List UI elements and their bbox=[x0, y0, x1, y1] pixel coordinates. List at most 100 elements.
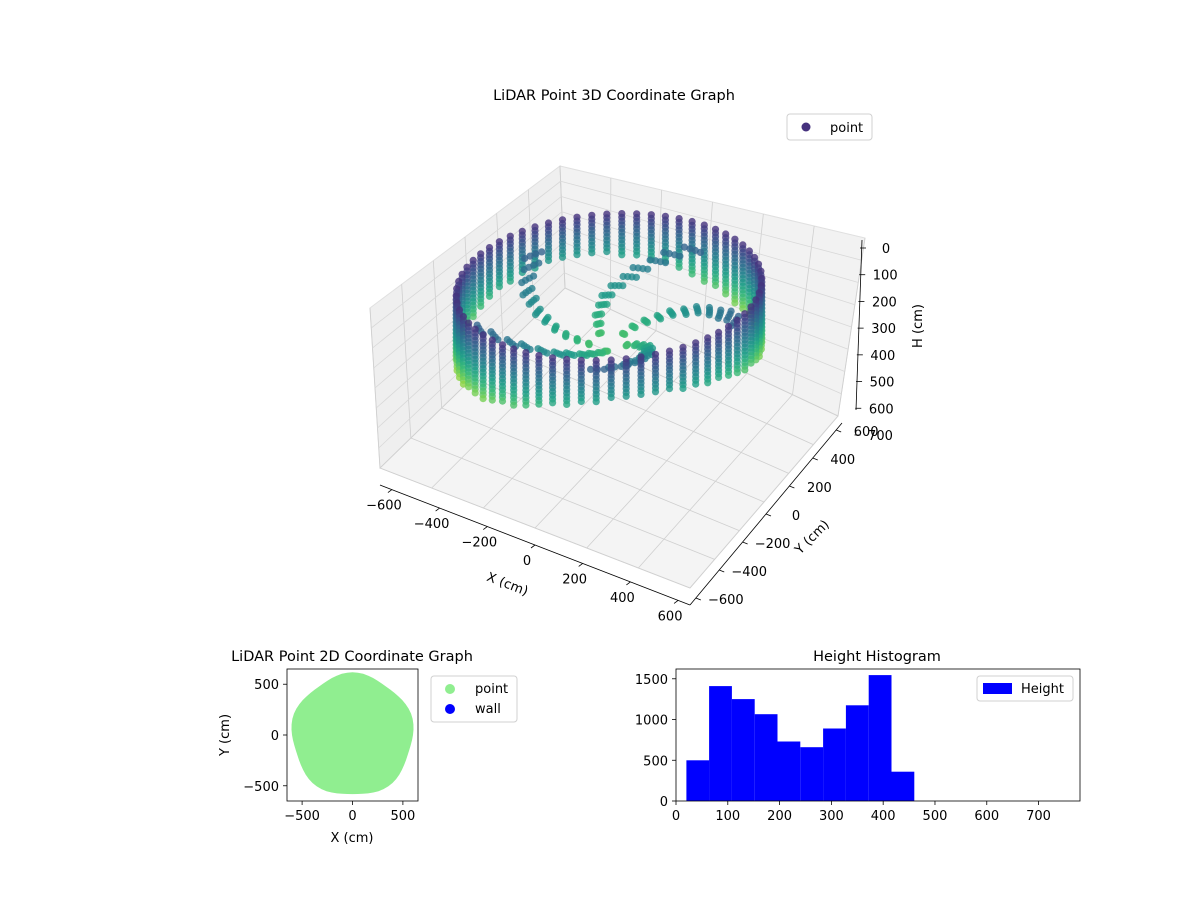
y-tick-3d bbox=[742, 541, 748, 545]
point-3d bbox=[608, 291, 616, 299]
point-3d bbox=[643, 319, 652, 327]
point-3d bbox=[676, 252, 684, 260]
histogram-bar bbox=[754, 714, 778, 801]
y-tick-label-3d: −200 bbox=[755, 537, 791, 552]
legend-3d-frame bbox=[786, 113, 873, 141]
point-3d bbox=[488, 396, 496, 404]
z-tick-label-3d: 700 bbox=[868, 429, 893, 444]
y-tick-label-3d: −400 bbox=[731, 565, 767, 580]
point-3d bbox=[495, 283, 503, 291]
point-3d bbox=[518, 279, 526, 287]
point-3d bbox=[711, 281, 720, 290]
point-3d bbox=[587, 365, 595, 373]
point-3d bbox=[498, 397, 507, 405]
point-3d bbox=[471, 389, 479, 397]
point-3d bbox=[680, 243, 689, 251]
y-tick-label-hist: 0 bbox=[660, 795, 668, 810]
legend-3d-label: point bbox=[830, 121, 863, 136]
point-3d bbox=[479, 395, 487, 403]
point-3d bbox=[526, 252, 534, 260]
point-3d bbox=[657, 315, 665, 323]
point-3d bbox=[682, 310, 690, 318]
point-3d bbox=[592, 398, 600, 406]
point-3d bbox=[669, 311, 677, 319]
point-3d bbox=[485, 292, 494, 300]
y-tick-label-3d: 400 bbox=[830, 453, 855, 468]
histogram-bar bbox=[731, 699, 755, 801]
point-3d bbox=[747, 359, 755, 367]
grid-line bbox=[689, 415, 839, 589]
point-3d bbox=[679, 384, 687, 393]
point-3d bbox=[705, 311, 713, 319]
plot-3d-title: LiDAR Point 3D Coordinate Graph bbox=[493, 88, 735, 104]
point-3d bbox=[646, 256, 654, 264]
point-3d bbox=[694, 309, 702, 317]
point-3d bbox=[618, 251, 626, 259]
point-3d bbox=[715, 373, 723, 381]
plot-2d-title: LiDAR Point 2D Coordinate Graph bbox=[231, 649, 473, 665]
histogram-legend-label: Height bbox=[1021, 682, 1064, 697]
histogram-legend-swatch bbox=[983, 683, 1012, 694]
point-3d bbox=[696, 248, 705, 256]
point-3d bbox=[621, 330, 629, 338]
point-3d bbox=[538, 248, 546, 256]
point-3d bbox=[632, 273, 641, 281]
x-axis-label-2d: X (cm) bbox=[331, 831, 374, 846]
x-tick-label-hist: 600 bbox=[974, 809, 999, 824]
x-tick-label-2d: −500 bbox=[284, 809, 320, 824]
y-tick-3d bbox=[719, 569, 725, 573]
plot-3d: LiDAR Point 3D Coordinate Graph −600 −400… bbox=[366, 88, 926, 624]
legend-2d-wall-label: wall bbox=[475, 702, 501, 717]
y-axis-label-2d: Y (cm) bbox=[218, 714, 233, 757]
point-3d bbox=[594, 330, 603, 338]
x-tick-label-hist: 500 bbox=[923, 809, 948, 824]
y-tick-label-2d: 500 bbox=[254, 678, 279, 693]
point-3d bbox=[631, 324, 639, 332]
histogram-title: Height Histogram bbox=[813, 649, 941, 665]
point-3d bbox=[733, 369, 741, 377]
x-tick-3d bbox=[530, 544, 536, 549]
legend-2d-wall-marker bbox=[445, 704, 455, 714]
histogram-bar bbox=[777, 741, 801, 801]
x-tick-3d bbox=[387, 489, 393, 493]
point-3d bbox=[714, 314, 722, 322]
point-3d bbox=[469, 313, 477, 321]
grid-line bbox=[564, 287, 839, 417]
y-tick-label-hist: 1000 bbox=[635, 714, 668, 729]
x-tick-label-hist: 700 bbox=[1026, 809, 1051, 824]
histogram-legend-frame bbox=[976, 675, 1074, 702]
grid-line bbox=[371, 180, 561, 329]
point-3d bbox=[724, 371, 733, 379]
point-3d bbox=[465, 383, 473, 391]
point-3d bbox=[644, 265, 652, 273]
point-3d bbox=[692, 380, 700, 388]
point-3d bbox=[544, 256, 553, 265]
x-tick-label-3d: −200 bbox=[461, 536, 497, 551]
point-3d bbox=[522, 401, 530, 409]
histogram-bar bbox=[845, 705, 869, 801]
point-3d bbox=[477, 302, 485, 310]
scatter-2d-point-cloud bbox=[291, 672, 414, 795]
x-tick-label-3d: −400 bbox=[414, 517, 450, 532]
point-3d bbox=[531, 311, 540, 319]
point-3d bbox=[494, 336, 502, 344]
y-tick-label-3d: 600 bbox=[854, 425, 879, 440]
point-3d bbox=[591, 350, 599, 358]
point-3d bbox=[573, 251, 581, 259]
point-3d bbox=[633, 251, 641, 259]
point-3d bbox=[686, 245, 694, 253]
x-tick-label-hist: 400 bbox=[871, 809, 896, 824]
z-tick-label-3d: 500 bbox=[870, 376, 895, 391]
grid-line bbox=[562, 241, 849, 350]
z-tick-label-3d: 600 bbox=[869, 402, 894, 417]
point-3d bbox=[558, 253, 567, 261]
grid-line bbox=[561, 211, 855, 306]
y-tick-label-3d: 0 bbox=[792, 509, 800, 524]
plot-2d: LiDAR Point 2D Coordinate Graph −500 0 500… bbox=[218, 649, 518, 846]
point-3d bbox=[688, 270, 696, 278]
x-axis-label-3d: X (cm) bbox=[484, 570, 530, 599]
x-tick-label-3d: 200 bbox=[562, 572, 587, 587]
x-tick-label-3d: 600 bbox=[658, 609, 683, 624]
